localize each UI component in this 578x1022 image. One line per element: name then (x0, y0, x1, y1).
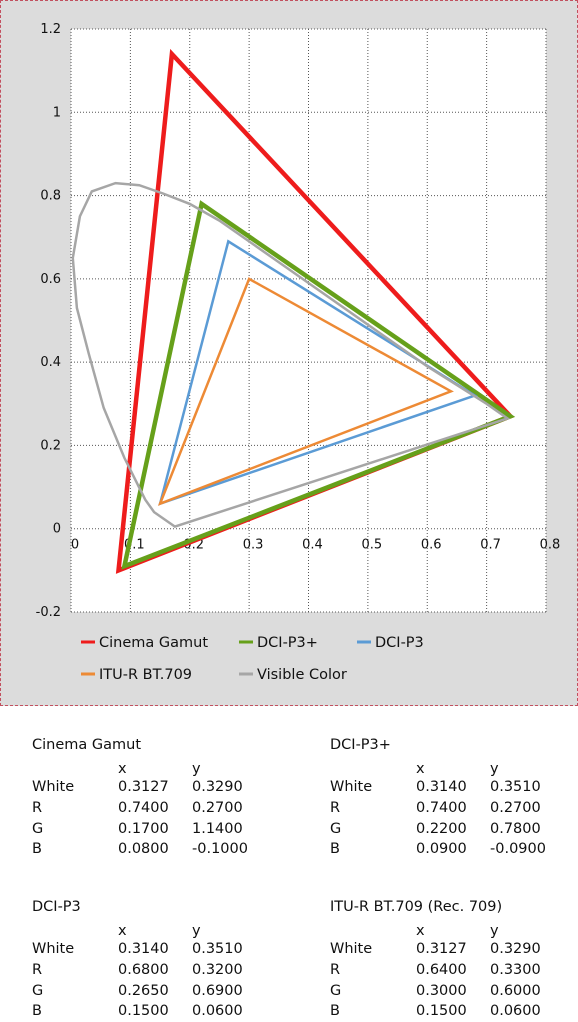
legend-label-dci-p3: DCI-P3 (375, 635, 424, 651)
header-cell: y (192, 923, 201, 939)
row-label: G (330, 820, 342, 837)
row-label: White (330, 941, 373, 957)
header-cell: x (118, 923, 127, 939)
value-cell: 0.3140 (118, 941, 169, 957)
x-tick-label: 0 (71, 538, 79, 553)
row-label: B (330, 841, 340, 858)
x-tick-label: 0.3 (243, 538, 264, 553)
value-cell: 0.2650 (118, 982, 169, 999)
x-tick-label: 0.8 (540, 538, 561, 553)
legend: Cinema Gamut DCI-P3+ DCI-P3 ITU-R BT.709 Vis… (81, 635, 424, 683)
series-dci-p3 (158, 239, 478, 506)
value-cell: 0.6400 (416, 961, 467, 978)
value-cell: 0.1500 (416, 1003, 467, 1020)
row-label: B (32, 841, 42, 858)
y-tick-label: 1 (53, 105, 61, 120)
x-tick-label: 0.5 (362, 538, 383, 553)
value-cell: 0.6000 (490, 982, 541, 999)
y-tick-label: 0 (53, 522, 61, 537)
value-cell: 0.0600 (192, 1003, 243, 1020)
header-cell: y (490, 923, 499, 939)
value-cell: 0.2200 (416, 820, 467, 837)
value-cell: 0.3290 (490, 941, 541, 957)
y-tick-label: 0.6 (40, 272, 61, 287)
series-visible-color (71, 181, 511, 528)
value-cell: 0.7400 (118, 799, 169, 816)
value-cell: 0.7400 (416, 799, 467, 816)
row-label: G (330, 982, 342, 999)
legend-label-visible-color: Visible Color (257, 667, 347, 683)
value-cell: 0.1700 (118, 820, 169, 837)
x-tick-label: 0.6 (421, 538, 442, 553)
value-cell: 0.2700 (490, 799, 541, 816)
axes: -0.200.20.40.60.811.20 0.1 0.2 0.3 0.4 0.5 0.6… (36, 22, 561, 620)
value-cell: -0.1000 (192, 841, 248, 858)
value-cell: 0.0600 (490, 1003, 541, 1020)
value-cell: 0.7800 (490, 820, 541, 837)
header-cell: y (490, 761, 499, 777)
header-cell: x (416, 923, 425, 939)
row-label: G (32, 982, 44, 999)
value-cell: 0.3300 (490, 961, 541, 978)
value-cell: 0.2700 (192, 799, 243, 816)
value-cell: 0.1500 (118, 1003, 169, 1020)
chart-panel: -0.2 0 0.2 0.4 0.6 0.8 1 1.2 0 0.1 0.2 0.3 0.4 0.5 0.6… (0, 0, 578, 706)
series-itu-r-bt-709 (157, 277, 454, 506)
row-label: B (32, 1003, 42, 1020)
y-tick-label: -0.2 (36, 605, 61, 620)
y-tick-label: 1.2 (40, 22, 61, 37)
row-label: White (330, 779, 373, 795)
series-dci-p3 (121, 200, 516, 570)
row-label: R (32, 799, 43, 816)
legend-label-cinema-gamut: Cinema Gamut (99, 635, 208, 651)
x-tick-label: 0.7 (480, 538, 501, 553)
value-cell: 0.3200 (192, 961, 243, 978)
value-cell: -0.0900 (490, 841, 546, 858)
value-cell: 0.3290 (192, 779, 243, 795)
legend-label-dci-p3: DCI-P3+ (257, 635, 318, 651)
header-cell: x (416, 761, 425, 777)
value-cell: 0.3510 (192, 941, 243, 957)
value-cell: 0.3140 (416, 779, 467, 795)
value-cell: 0.3127 (118, 779, 169, 795)
row-label: R (330, 961, 341, 978)
series-lines (71, 48, 516, 574)
value-cell: 0.0900 (416, 841, 467, 858)
row-label: White (32, 941, 75, 957)
legend-label-itu-r-bt-709: ITU-R BT.709 (99, 667, 192, 683)
value-cell: 0.0800 (118, 841, 169, 858)
grid (70, 28, 547, 613)
value-cell: 1.1400 (192, 820, 243, 837)
header-cell: x (118, 761, 127, 777)
row-label: White (32, 779, 75, 795)
y-tick-label: 0.4 (40, 355, 61, 370)
table-title: DCI-P3+ (330, 737, 391, 753)
y-tick-label: 0.2 (40, 438, 61, 453)
row-label: B (330, 1003, 340, 1020)
table-title: Cinema Gamut (32, 737, 142, 753)
row-label: R (330, 799, 341, 816)
y-tick-label: 0.8 (40, 189, 61, 204)
table-title: DCI-P3 (32, 899, 81, 915)
value-cell: 0.3510 (490, 779, 541, 795)
value-cell: 0.3127 (416, 941, 467, 957)
value-cell: 0.3000 (416, 982, 467, 999)
header-cell: y (192, 761, 201, 777)
row-label: G (32, 820, 44, 837)
row-label: R (32, 961, 43, 978)
value-cell: 0.6800 (118, 961, 169, 978)
x-tick-label: 0.4 (302, 538, 323, 553)
gamut-chart: -0.200.20.40.60.811.20 0.1 0.2 0.3 0.4 0.5 0.6… (36, 22, 561, 683)
value-cell: 0.6900 (192, 982, 243, 999)
table-title: ITU-R BT.709 (Rec. 709) (330, 899, 503, 915)
